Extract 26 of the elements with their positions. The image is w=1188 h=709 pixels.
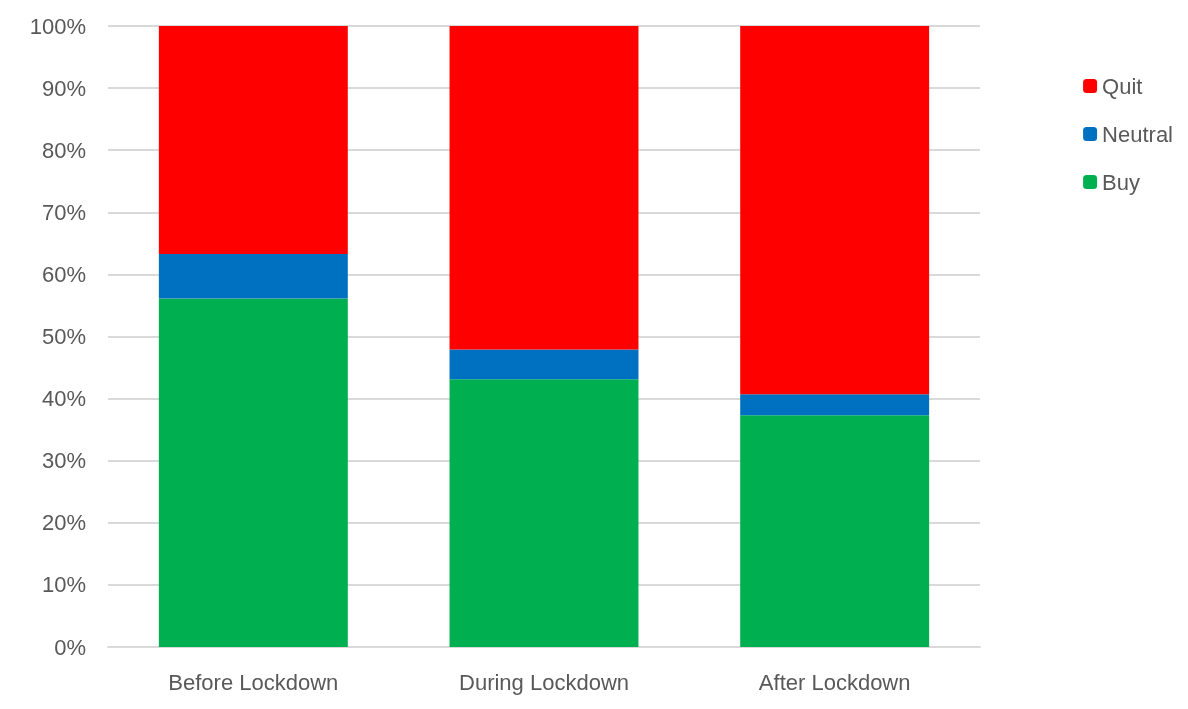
bar — [158, 26, 348, 254]
legend-label: Quit — [1102, 73, 1143, 99]
y-tick-label: 30% — [41, 448, 86, 474]
x-tick-label: Before Lockdown — [168, 669, 339, 695]
bar — [158, 253, 348, 299]
y-tick-label: 80% — [41, 137, 86, 163]
bar — [449, 349, 639, 380]
x-tick-label: After Lockdown — [758, 669, 911, 695]
bar — [740, 394, 930, 416]
bar — [449, 26, 639, 350]
y-tick-label: 70% — [41, 199, 86, 225]
y-tick-label: 40% — [41, 386, 86, 412]
y-tick-label: 0% — [54, 634, 86, 660]
bar — [740, 26, 930, 395]
y-tick-label: 20% — [41, 510, 86, 536]
x-tick-label: During Lockdown — [459, 669, 629, 695]
bar — [449, 379, 639, 647]
y-tick-label: 100% — [29, 13, 86, 39]
bar — [740, 415, 930, 647]
y-tick-label: 50% — [41, 324, 86, 349]
y-tick-label: 10% — [41, 572, 86, 598]
legend-label: Neutral — [1102, 121, 1173, 147]
bar — [158, 298, 348, 647]
y-tick-label: 90% — [41, 75, 86, 101]
y-tick-label: 60% — [41, 261, 86, 287]
legend-label: Buy — [1102, 169, 1140, 195]
